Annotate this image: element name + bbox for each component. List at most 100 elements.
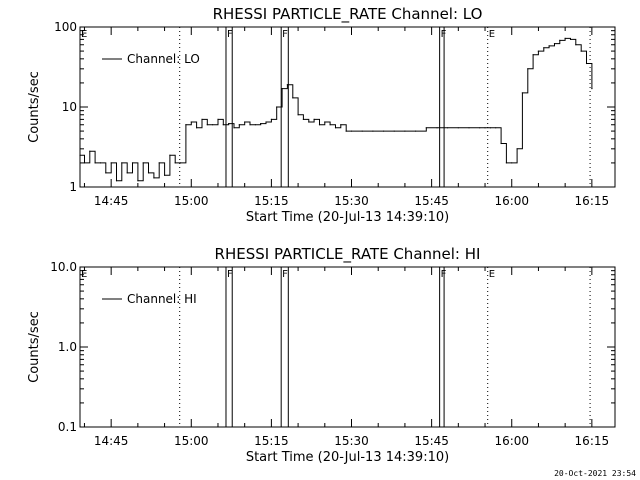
data-point (164, 174, 166, 176)
data-point (265, 121, 267, 123)
data-point (180, 162, 182, 164)
chart-title: RHESSI PARTICLE_RATE Channel: HI (215, 245, 481, 264)
data-point (569, 38, 572, 41)
flag-label: F (282, 269, 288, 280)
x-tick-label: 16:00 (494, 194, 529, 208)
x-tick-label: 15:15 (254, 194, 289, 208)
data-point (110, 162, 112, 164)
legend-label: Channel: LO (127, 52, 200, 66)
data-point (99, 162, 102, 164)
data-point (457, 127, 459, 129)
data-point (521, 92, 524, 94)
data-point (233, 127, 235, 129)
data-point (308, 121, 310, 123)
data-point (372, 130, 374, 132)
data-point (559, 39, 561, 42)
data-point (516, 148, 518, 150)
x-tick-label: 15:30 (334, 194, 369, 208)
data-point (254, 124, 256, 126)
data-point (537, 50, 540, 52)
data-point (276, 106, 278, 108)
data-point (495, 127, 497, 129)
data-point (505, 162, 507, 164)
legend-label: Channel: HI (127, 292, 197, 306)
data-point (121, 162, 123, 164)
x-tick-label: 15:45 (414, 194, 449, 208)
flag-label: E (489, 269, 495, 280)
data-point (436, 127, 438, 129)
data-point (340, 124, 342, 126)
chart-panel-2: RHESSI PARTICLE_RATE Channel: HI Counts/s… (27, 245, 616, 465)
data-point (126, 172, 128, 174)
x-tick-label: 15:15 (254, 434, 289, 448)
data-point (511, 162, 513, 164)
y-tick-label: 10.0 (50, 260, 77, 274)
footer-timestamp: 20-Oct-2021 23:54 (554, 469, 636, 478)
x-tick-label: 15:30 (334, 434, 369, 448)
data-point (324, 121, 326, 123)
data-point (270, 118, 272, 120)
data-point (575, 44, 577, 46)
data-point (500, 142, 502, 145)
chart-title: RHESSI PARTICLE_RATE Channel: LO (213, 5, 483, 24)
data-point (260, 123, 262, 125)
data-point (89, 150, 91, 152)
flag-label: E (489, 29, 495, 40)
flag-label: E (81, 29, 87, 40)
y-axis-label: Counts/sec (27, 71, 42, 143)
data-point (297, 114, 299, 116)
data-point (174, 162, 176, 164)
data-point (94, 162, 96, 164)
y-axis-label: Counts/sec (27, 311, 42, 383)
data-point (142, 162, 144, 164)
data-point (532, 54, 534, 56)
data-point (228, 123, 230, 125)
data-point (383, 130, 385, 132)
data-point (393, 130, 395, 132)
data-point (361, 130, 363, 132)
data-point (329, 124, 331, 126)
data-point (147, 172, 150, 174)
y-tick-label: 1 (69, 180, 77, 194)
data-point (222, 124, 224, 126)
flag-label: F (227, 29, 233, 40)
data-point (468, 127, 470, 129)
x-tick-label: 14:45 (94, 194, 129, 208)
data-point (447, 127, 449, 129)
data-point (580, 50, 582, 52)
data-point (334, 127, 337, 129)
flag-label: E (81, 269, 87, 280)
data-point (190, 121, 192, 123)
data-point (185, 124, 187, 126)
flag-label: F (227, 269, 233, 280)
data-point (564, 37, 566, 40)
data-point (350, 130, 353, 132)
data-point (131, 162, 134, 164)
data-point (249, 124, 251, 126)
x-tick-label: 14:45 (94, 434, 129, 448)
data-point (196, 127, 198, 129)
data-point (244, 121, 246, 123)
data-point (484, 127, 486, 129)
data-point (415, 130, 417, 132)
data-point (479, 127, 481, 129)
data-point (153, 177, 155, 179)
x-axis-label: Start Time (20-Jul-13 14:39:10) (246, 210, 449, 225)
x-tick-label: 15:00 (174, 194, 209, 208)
data-point (212, 124, 214, 126)
x-tick-label: 16:15 (575, 194, 610, 208)
data-point (585, 62, 588, 65)
data-point (543, 47, 545, 49)
data-point (286, 84, 288, 86)
x-tick-label: 15:45 (414, 434, 449, 448)
data-point (169, 154, 171, 156)
y-tick-label: 100 (54, 20, 77, 34)
data-point (206, 124, 208, 126)
data-point (591, 88, 593, 90)
data-point (217, 118, 219, 120)
data-point (548, 45, 550, 47)
data-point (345, 130, 347, 132)
y-tick-label: 0.1 (58, 420, 77, 434)
data-point (425, 127, 427, 129)
